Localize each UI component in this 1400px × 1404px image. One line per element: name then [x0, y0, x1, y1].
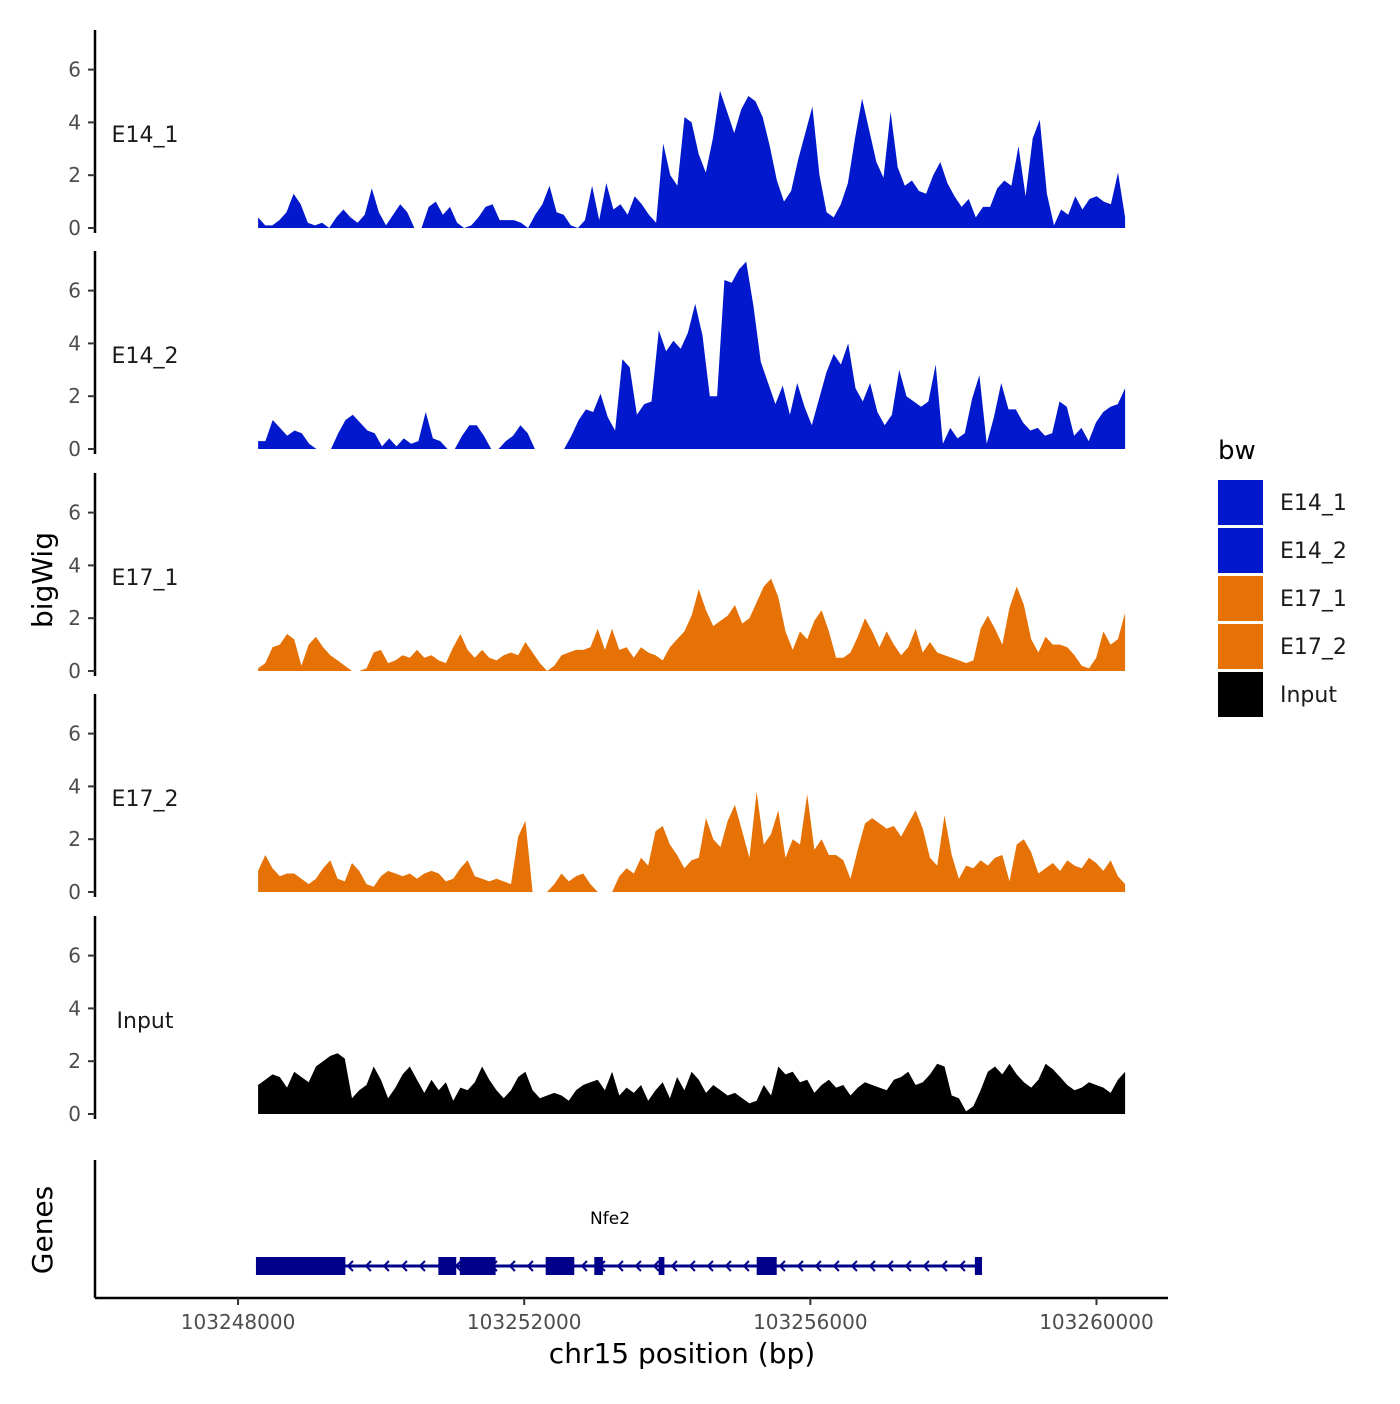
y-tick-label: 6 [68, 722, 81, 746]
strand-arrow [670, 1260, 678, 1272]
legend-label: E14_2 [1280, 539, 1347, 564]
y-tick-label: 6 [68, 279, 81, 303]
y-tick-label: 2 [68, 827, 81, 851]
track-label: E17_1 [112, 566, 179, 591]
exon-block [459, 1257, 496, 1275]
legend-label: Input [1280, 683, 1337, 708]
strand-arrow [346, 1260, 354, 1272]
track-e17-2: 0 2 4 6 E17_2 [68, 694, 1126, 904]
x-tick-label: 103256000 [753, 1310, 868, 1334]
y-tick-label: 0 [68, 659, 81, 683]
y-tick-label: 0 [68, 216, 81, 240]
strand-arrow [850, 1260, 858, 1272]
strand-arrow [814, 1260, 822, 1272]
y-tick-label: 2 [68, 163, 81, 187]
legend-key-e14-1 [1218, 480, 1263, 525]
exon-block [438, 1257, 457, 1275]
strand-arrow [400, 1260, 408, 1272]
track-label: E14_1 [112, 123, 179, 148]
y-tick-label: 4 [68, 553, 81, 577]
y-tick-label: 6 [68, 58, 81, 82]
exon-block [255, 1257, 346, 1275]
y-tick-label: 4 [68, 996, 81, 1020]
coverage-tracks: 0 2 4 6 E14_1 0 2 4 6 E14_2 0 2 4 6 E17_1 0 2 4 6 E17_2 0 2 4 6… [68, 30, 1126, 1126]
strand-arrow [922, 1260, 930, 1272]
strand-arrow [832, 1260, 840, 1272]
strand-arrow [634, 1260, 642, 1272]
strand-arrow [724, 1260, 732, 1272]
track-e14-2: 0 2 4 6 E14_2 [68, 251, 1126, 461]
strand-arrow [868, 1260, 876, 1272]
y-tick-label: 4 [68, 331, 81, 355]
exon-block [658, 1257, 665, 1275]
strand-arrow [742, 1260, 750, 1272]
strand-arrow [616, 1260, 624, 1272]
exon-block [756, 1257, 777, 1275]
strand-arrow [364, 1260, 372, 1272]
y-tick-label: 6 [68, 944, 81, 968]
legend-key-e17-1 [1218, 576, 1263, 621]
y-tick-label: 2 [68, 1049, 81, 1073]
strand-arrow [904, 1260, 912, 1272]
legend-title: bw [1218, 436, 1256, 466]
legend: bw E14_1 E14_2 E17_1 E17_2 Input [1218, 436, 1347, 717]
strand-arrow [706, 1260, 714, 1272]
coverage-area-input [258, 1053, 1126, 1114]
x-tick-label: 103260000 [1039, 1310, 1154, 1334]
strand-arrow [796, 1260, 804, 1272]
y-tick-label: 4 [68, 110, 81, 134]
y-tick-label: 0 [68, 880, 81, 904]
genes-track: Nfe2 [93, 1160, 983, 1298]
track-label: Input [117, 1009, 174, 1034]
legend-label: E17_1 [1280, 587, 1347, 612]
x-tick-label: 103252000 [467, 1310, 582, 1334]
track-e14-1: 0 2 4 6 E14_1 [68, 30, 1126, 240]
track-label: E14_2 [112, 344, 179, 369]
strand-arrow [526, 1260, 534, 1272]
strand-arrow [418, 1260, 426, 1272]
exon-block [974, 1257, 983, 1275]
strand-arrow [508, 1260, 516, 1272]
gene-label: Nfe2 [590, 1209, 630, 1229]
y-tick-label: 2 [68, 606, 81, 630]
coverage-area-e17-1 [258, 578, 1126, 671]
exon-block [594, 1257, 603, 1275]
legend-label: E17_2 [1280, 635, 1347, 660]
y-tick-label: 0 [68, 1102, 81, 1126]
x-axis: 103248000 103252000 103256000 103260000 [95, 1296, 1168, 1334]
legend-key-input [1218, 672, 1263, 717]
strand-arrow [778, 1260, 786, 1272]
legend-key-e17-2 [1218, 624, 1263, 669]
y-tick-label: 2 [68, 384, 81, 408]
y-tick-label: 0 [68, 437, 81, 461]
genes-axis-title: Genes [26, 1186, 59, 1274]
exon-block [545, 1257, 575, 1275]
coverage-area-e14-2 [258, 261, 1126, 449]
strand-arrow [688, 1260, 696, 1272]
strand-arrow [382, 1260, 390, 1272]
y-tick-label: 4 [68, 774, 81, 798]
strand-arrow [580, 1260, 588, 1272]
track-label: E17_2 [112, 787, 179, 812]
strand-arrow [886, 1260, 894, 1272]
strand-arrow [940, 1260, 948, 1272]
coverage-area-e14-1 [258, 90, 1126, 228]
strand-arrow [652, 1260, 660, 1272]
legend-key-e14-2 [1218, 528, 1263, 573]
y-axis-title: bigWig [26, 532, 59, 628]
track-e17-1: 0 2 4 6 E17_1 [68, 473, 1126, 683]
coverage-area-e17-2 [258, 791, 1126, 892]
x-axis-title: chr15 position (bp) [549, 1337, 815, 1370]
strand-arrow [958, 1260, 966, 1272]
x-tick-label: 103248000 [181, 1310, 296, 1334]
y-tick-label: 6 [68, 501, 81, 525]
track-input: 0 2 4 6 Input [68, 916, 1126, 1126]
legend-label: E14_1 [1280, 491, 1347, 516]
